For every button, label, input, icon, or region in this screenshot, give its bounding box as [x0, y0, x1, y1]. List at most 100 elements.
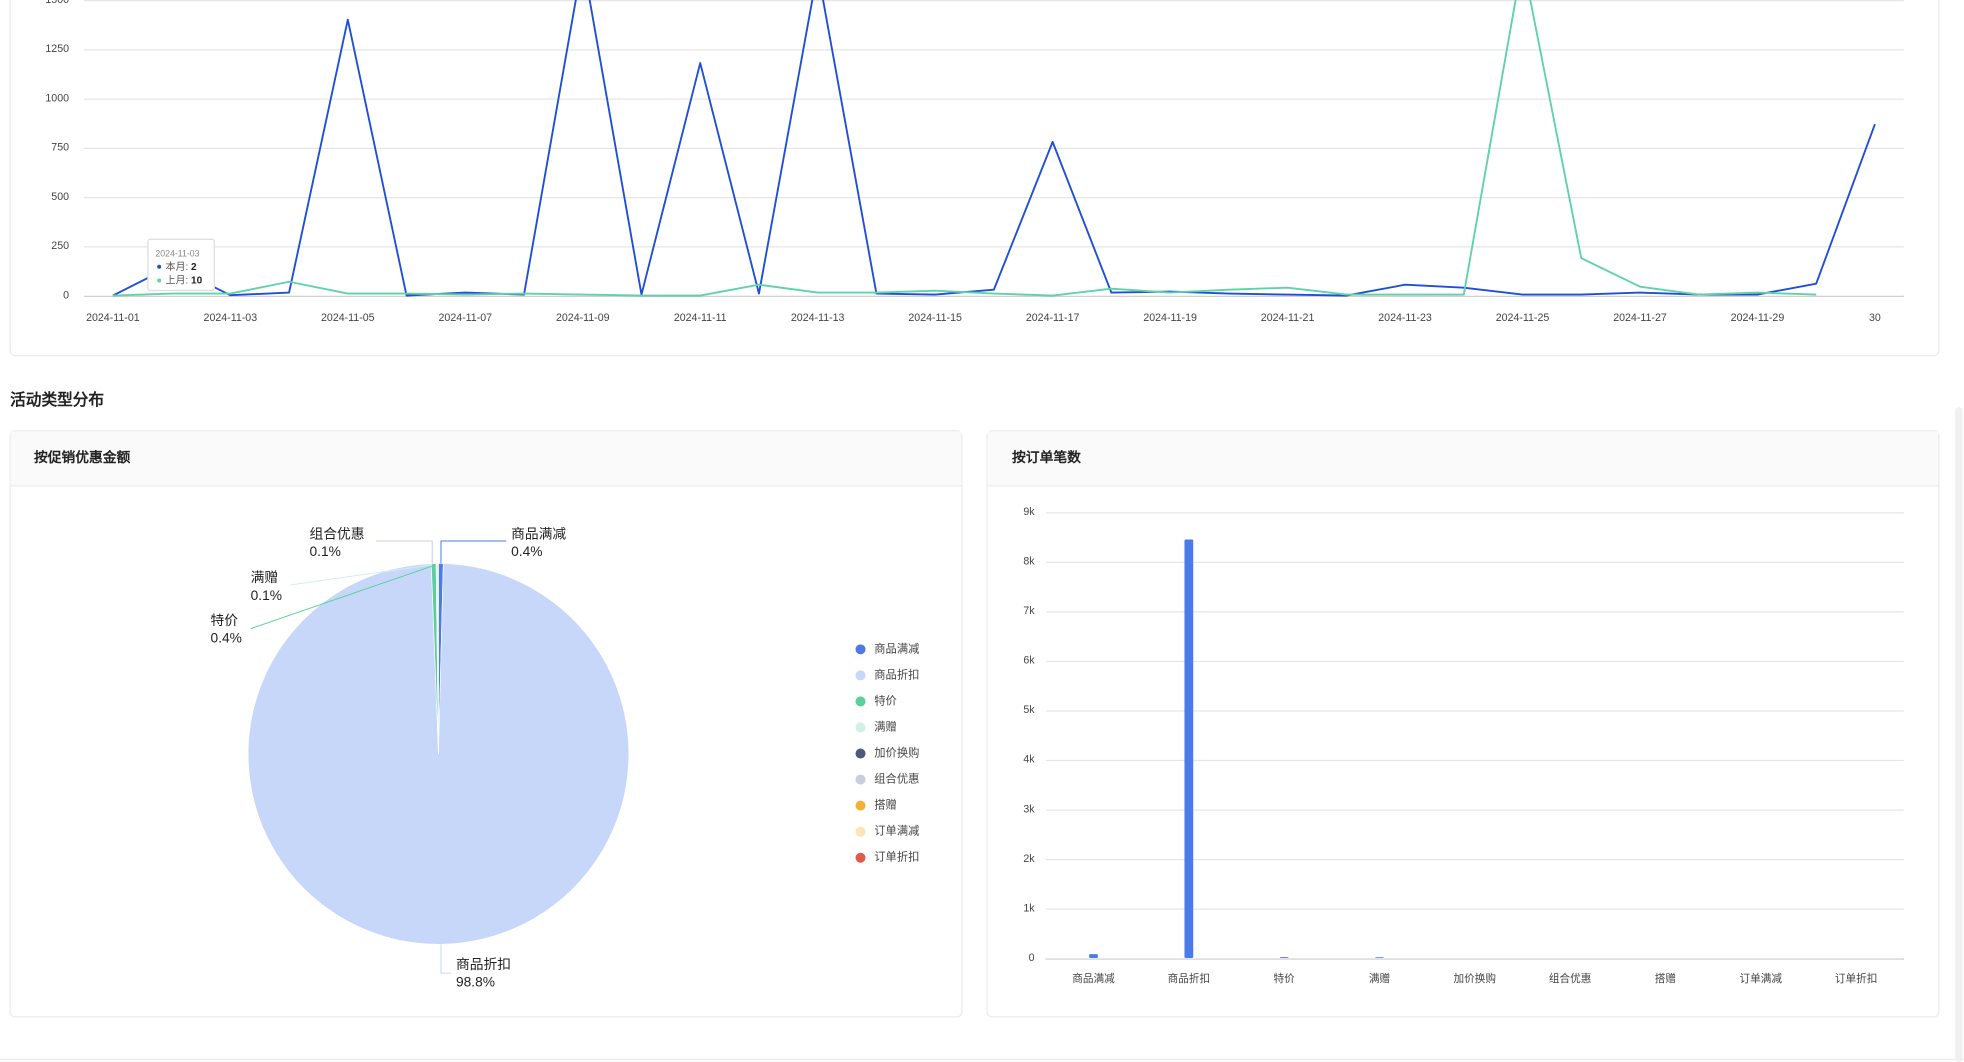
- x-tick-label: 搭赠: [1655, 972, 1676, 985]
- slice-label: 组合优惠: [309, 526, 364, 541]
- legend-label: 特价: [874, 693, 897, 707]
- scrollbar[interactable]: [1955, 407, 1963, 1062]
- bar-card-header: [987, 431, 1939, 487]
- x-tick-label: 商品折扣: [1168, 972, 1211, 985]
- legend-marker: [855, 670, 866, 681]
- x-tick-label: 2024-11-13: [791, 312, 845, 324]
- y-tick-label: 7k: [1023, 605, 1035, 617]
- bar: [1279, 957, 1289, 959]
- y-tick-label: 1k: [1023, 902, 1035, 914]
- y-tick-label: 5k: [1023, 704, 1035, 716]
- x-tick-label: 2024-11-25: [1496, 312, 1550, 324]
- legend-label: 加价换购: [874, 746, 919, 760]
- legend-marker: [855, 722, 866, 733]
- x-tick-label: 30: [1869, 312, 1881, 324]
- x-tick-label: 加价换购: [1454, 972, 1496, 985]
- bar-card-title: 按订单笔数: [1012, 449, 1081, 465]
- legend-marker: [855, 852, 866, 863]
- x-tick-label: 2024-11-19: [1143, 312, 1197, 324]
- y-tick-label: 0: [63, 289, 69, 301]
- leader-line: [375, 540, 433, 564]
- legend-label: 搭赠: [874, 798, 897, 812]
- pie-card-header: [10, 431, 962, 487]
- legend-label: 商品折扣: [874, 667, 919, 681]
- y-tick-label: 8k: [1023, 556, 1035, 568]
- x-tick-label: 2024-11-29: [1731, 312, 1785, 324]
- tooltip-date: 2024-11-03: [155, 249, 199, 259]
- x-tick-label: 商品满减: [1072, 972, 1115, 985]
- slice-label: 商品折扣: [456, 957, 511, 972]
- tooltip-row: 上月: 10: [165, 274, 202, 286]
- bar: [1089, 954, 1098, 959]
- slice-value: 98.8%: [456, 975, 495, 990]
- legend-label: 满赠: [874, 719, 897, 733]
- slice-value: 0.1%: [309, 544, 340, 559]
- x-tick-label: 2024-11-11: [674, 312, 727, 324]
- slice-value: 0.1%: [251, 588, 282, 603]
- legend-label: 订单满减: [874, 825, 919, 838]
- leader-line: [440, 540, 507, 564]
- bar: [1184, 539, 1194, 959]
- trend-card: [9, 0, 1940, 357]
- x-tick-label: 2024-11-03: [204, 312, 258, 324]
- y-tick-label: 500: [51, 191, 69, 203]
- x-tick-label: 特价: [1274, 973, 1296, 985]
- x-tick-label: 订单满减: [1740, 973, 1783, 985]
- x-tick-label: 组合优惠: [1549, 972, 1591, 985]
- slice-value: 0.4%: [211, 630, 242, 645]
- x-tick-label: 2024-11-17: [1026, 312, 1080, 324]
- pie-slice: [436, 563, 439, 754]
- x-tick-label: 2024-11-27: [1613, 312, 1667, 324]
- y-tick-label: 750: [51, 142, 69, 154]
- y-tick-label: 3k: [1023, 803, 1035, 815]
- legend-marker: [855, 748, 866, 759]
- y-tick-label: 1250: [45, 43, 69, 55]
- legend-marker: [855, 644, 866, 655]
- tooltip-value: 10: [191, 275, 203, 286]
- tooltip-box: [147, 238, 215, 292]
- legend-marker: [855, 826, 866, 837]
- x-tick-label: 2024-11-05: [321, 312, 375, 324]
- x-tick-label: 2024-11-15: [908, 312, 962, 324]
- x-tick-label: 2024-11-23: [1378, 312, 1432, 324]
- legend-marker: [855, 774, 866, 785]
- separator: :: [185, 261, 191, 272]
- series-name: 本月: [165, 259, 185, 272]
- section-title: 活动类型分布: [10, 390, 104, 409]
- leader-line: [440, 944, 451, 974]
- legend-label: 商品满减: [874, 641, 919, 655]
- y-tick-label: 1000: [45, 92, 69, 104]
- x-tick-label: 2024-11-21: [1261, 312, 1315, 324]
- x-tick-label: 2024-11-01: [86, 312, 140, 324]
- y-tick-label: 250: [51, 240, 69, 252]
- legend-marker: [855, 800, 866, 811]
- series-name: 上月: [165, 274, 185, 286]
- line-series: [112, 0, 1817, 297]
- y-tick-label: 6k: [1023, 655, 1035, 667]
- tooltip-dot: [157, 264, 162, 269]
- slice-label: 特价: [211, 613, 239, 628]
- x-tick-label: 订单折扣: [1835, 972, 1877, 985]
- y-tick-label: 1500: [45, 0, 69, 6]
- y-tick-label: 0: [1029, 952, 1035, 964]
- y-tick-label: 2k: [1023, 853, 1035, 865]
- x-tick-label: 2024-11-09: [556, 312, 610, 324]
- tooltip-value: 2: [191, 261, 197, 272]
- slice-value: 0.4%: [511, 544, 542, 559]
- x-tick-label: 满赠: [1369, 972, 1390, 985]
- y-tick-label: 9k: [1023, 506, 1035, 518]
- leader-line: [250, 565, 433, 630]
- bar: [1375, 957, 1384, 959]
- legend-marker: [855, 696, 866, 707]
- legend-label: 订单折扣: [874, 850, 919, 864]
- y-tick-label: 4k: [1023, 754, 1035, 766]
- slice-label: 商品满减: [511, 526, 566, 541]
- leader-line: [290, 564, 433, 586]
- legend-label: 组合优惠: [874, 772, 919, 786]
- x-tick-label: 2024-11-07: [438, 312, 492, 324]
- separator: :: [185, 275, 191, 286]
- slice-label: 满赠: [251, 570, 279, 585]
